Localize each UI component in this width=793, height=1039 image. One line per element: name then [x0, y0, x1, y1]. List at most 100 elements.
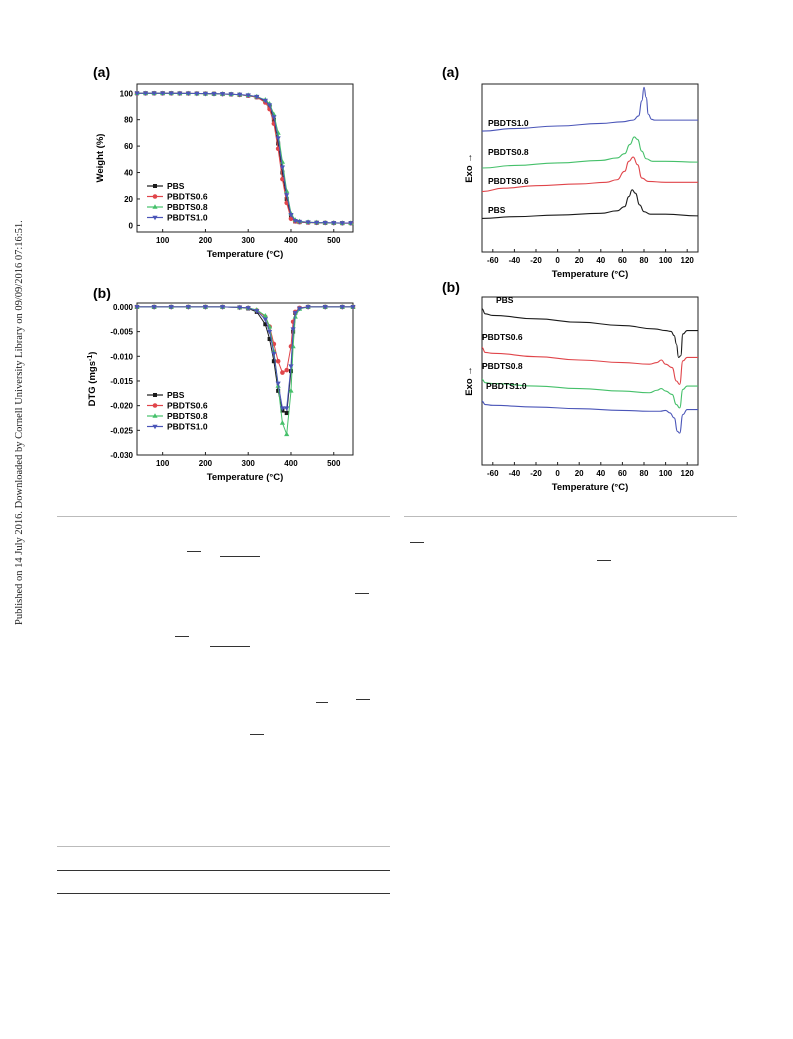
data-point — [185, 305, 191, 310]
x-tick-label: -20 — [530, 256, 542, 265]
panel-label-dtg: (b) — [93, 285, 111, 301]
data-point — [339, 221, 345, 226]
legend-marker — [152, 204, 158, 209]
series-line-pbdts1-0 — [481, 400, 698, 434]
y-axis-label: Exo → — [464, 366, 475, 396]
x-tick-label: 60 — [618, 469, 627, 478]
series-line-pbdts0-6 — [481, 156, 698, 193]
legend-marker — [152, 215, 158, 221]
curve-label: PBDTS1.0 — [488, 118, 529, 128]
plot-frame — [481, 296, 699, 466]
y-tick-label: 80 — [124, 116, 133, 125]
panel-label-tga: (a) — [93, 64, 111, 80]
data-point — [262, 317, 268, 323]
series-line-pbdts0-6 — [137, 306, 353, 374]
left-column-rule — [57, 516, 390, 517]
data-point — [228, 92, 234, 97]
data-point — [275, 358, 281, 364]
x-tick-label: 120 — [681, 469, 695, 478]
x-tick-label: -40 — [509, 256, 521, 265]
data-point — [305, 305, 311, 310]
data-point — [151, 305, 157, 310]
x-tick-label: -40 — [509, 469, 521, 478]
data-point — [279, 165, 286, 171]
y-tick-label: 20 — [124, 195, 133, 204]
side-note-text: Published on 14 July 2016. Downloaded by… — [14, 220, 25, 625]
side-note: Published on 14 July 2016. Downloaded by… — [4, 0, 25, 1039]
ref-link[interactable] — [410, 542, 424, 543]
curve-label: PBS — [488, 205, 506, 215]
data-point — [134, 91, 140, 97]
x-tick-label: 400 — [284, 236, 298, 245]
data-point — [271, 348, 277, 354]
data-point — [134, 305, 140, 310]
x-tick-label: 60 — [618, 256, 627, 265]
figure-dsc-cooling: (a) -60 -40 -20 0 20 40 60 80 100 120 Temperature … — [430, 62, 730, 282]
ref-link[interactable] — [356, 699, 370, 700]
data-point — [263, 322, 268, 327]
ref-link[interactable] — [187, 551, 201, 552]
data-point — [151, 91, 157, 97]
data-point — [279, 159, 286, 164]
data-point — [275, 136, 281, 141]
dsc-cooling-chart: -60 -40 -20 0 20 40 60 80 100 120 Temperature (°C)… — [464, 83, 699, 280]
ref-link[interactable] — [250, 734, 264, 735]
data-point — [279, 406, 286, 411]
data-point — [288, 213, 294, 218]
data-point — [331, 221, 337, 226]
x-tick-label: 100 — [156, 236, 170, 245]
ref-link[interactable] — [355, 593, 369, 594]
ref-link[interactable] — [597, 560, 611, 561]
ref-link[interactable] — [175, 636, 189, 637]
data-point — [350, 305, 356, 310]
y-tick-label: -0.005 — [110, 328, 133, 337]
data-point — [142, 91, 149, 97]
x-axis-label: Temperature (°C) — [207, 472, 284, 483]
x-tick-label: 500 — [327, 236, 341, 245]
series-line-pbs — [481, 308, 698, 359]
data-point — [322, 305, 328, 310]
y-tick-label: -0.010 — [110, 352, 133, 361]
y-axis-label: Exo → — [464, 153, 475, 183]
legend-marker — [153, 393, 157, 397]
legend-entry: PBDTS1.0 — [167, 213, 208, 223]
table-header-rule — [57, 870, 390, 871]
y-tick-label: 100 — [120, 89, 134, 98]
data-point — [288, 388, 294, 393]
legend-marker — [152, 424, 158, 430]
y-axis-label: DTG (mgs-1) — [87, 352, 99, 407]
y-tick-label: 40 — [124, 169, 133, 178]
data-point — [202, 91, 209, 97]
ref-link[interactable] — [210, 646, 250, 647]
data-point — [194, 91, 200, 97]
right-column-rule — [404, 516, 737, 517]
ref-link[interactable] — [220, 556, 260, 557]
curve-label: PBDTS0.6 — [482, 332, 523, 342]
x-axis-label: Temperature (°C) — [552, 482, 629, 493]
data-point — [314, 220, 320, 226]
data-point — [288, 216, 294, 222]
x-tick-label: 200 — [199, 236, 213, 245]
x-tick-label: -60 — [487, 469, 499, 478]
panel-label-dsc-heating: (b) — [442, 279, 460, 295]
data-point — [339, 305, 345, 310]
data-point — [237, 305, 243, 311]
data-point — [219, 305, 226, 310]
series-line-pbdts0-8 — [481, 136, 699, 169]
x-tick-label: 0 — [555, 469, 560, 478]
legend-marker — [152, 413, 158, 418]
x-tick-label: 100 — [659, 469, 673, 478]
data-point — [266, 329, 273, 335]
data-point — [262, 313, 268, 318]
data-point — [280, 370, 285, 375]
dtg-chart: 100 200 300 400 500 0.000 -0.005 -0.010 -0.015 -0… — [87, 302, 356, 483]
legend-marker — [152, 194, 158, 199]
data-point — [185, 91, 191, 97]
data-point — [279, 420, 286, 425]
data-point — [276, 141, 281, 146]
x-tick-label: 500 — [327, 459, 341, 468]
curve-label: PBS — [496, 295, 514, 305]
data-point — [177, 91, 183, 97]
data-point — [284, 188, 290, 193]
ref-link[interactable] — [316, 702, 328, 703]
